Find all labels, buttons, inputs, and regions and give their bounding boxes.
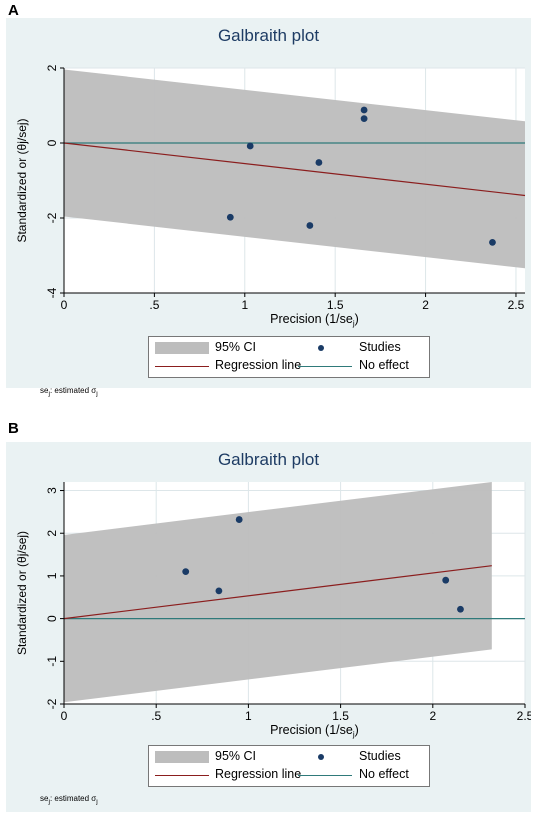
y-tick-label: -1: [45, 656, 59, 667]
y-tick-label: 1: [45, 572, 59, 579]
study-point: [457, 605, 464, 613]
x-tick-label: 0: [61, 709, 68, 723]
x-tick-label: 1.5: [327, 298, 344, 312]
y-tick-label: -2: [45, 212, 59, 223]
legend-a: 95% CI Studies Regression line No effect: [148, 336, 430, 378]
legend-studies-marker: [318, 754, 324, 760]
legend-regression-swatch: [155, 775, 209, 776]
legend-no-effect-label: No effect: [359, 767, 409, 781]
x-tick-label: 2.5: [517, 709, 531, 723]
galbraith-plot-panel-b: Galbraith plot 0 .5 1 1.5 2 2.5 -2 -1 0 1 2 3 Precis…: [6, 442, 531, 812]
legend-ci-swatch: [155, 751, 209, 763]
regression-line: [63, 142, 526, 197]
chart-title-a: Galbraith plot: [217, 26, 320, 45]
legend-studies-label: Studies: [359, 749, 401, 763]
study-point: [442, 576, 450, 584]
legend-ci-label: 95% CI: [215, 749, 256, 763]
y-tick-label: -4: [45, 287, 59, 298]
study-point: [226, 213, 234, 221]
x-axis-label: Precision (1/sej): [270, 312, 359, 328]
chart-title-b: Galbraith plot: [217, 450, 320, 469]
legend-regression-label: Regression line: [215, 358, 302, 372]
legend-regression-label: Regression line: [215, 767, 302, 781]
x-axis-label: Precision (1/sej): [270, 723, 359, 739]
footnote-b: sej: estimated σj: [40, 794, 98, 806]
legend-no-effect-label: No effect: [359, 358, 409, 372]
study-point: [315, 159, 323, 166]
x-tick-label: 2: [429, 709, 436, 723]
regression-line: [63, 565, 492, 620]
legend-ci-label: 95% CI: [215, 340, 256, 354]
plot-area-b: 0 .5 1 1.5 2 2.5 -2 -1 0 1 2 3 Precision (1/sej) Stan…: [15, 482, 531, 739]
study-point: [360, 115, 368, 123]
y-tick-label: 2: [45, 64, 59, 71]
plot-area-a: 0 .5 1 1.5 2 2.5 -4 -2 0 2 Precision (1/sej) Standa…: [15, 64, 526, 328]
study-point: [182, 568, 190, 576]
x-tick-label: 1: [241, 298, 248, 312]
x-tick-label: 2: [422, 298, 429, 312]
galbraith-plot-panel-a: Galbraith plot 0 .5 1 1.5 2 2.5 -4 -2 0 2 Precisio…: [6, 18, 531, 398]
study-point: [360, 106, 368, 114]
footnote-a: sej: estimated σj: [40, 386, 98, 398]
legend-studies-marker: [318, 345, 324, 351]
legend-studies-label: Studies: [359, 340, 401, 354]
study-point: [215, 587, 223, 595]
legend-regression-swatch: [155, 366, 209, 367]
x-tick-label: .5: [151, 709, 161, 723]
panel-label-b: B: [8, 420, 19, 437]
y-tick-label: -2: [45, 698, 59, 709]
y-axis-label: Standardized or (θj/sej): [15, 531, 29, 655]
x-tick-label: 1.5: [332, 709, 349, 723]
x-tick-label: .5: [149, 298, 159, 312]
y-tick-label: 0: [45, 139, 59, 146]
y-tick-label: 3: [45, 487, 59, 494]
legend-b: 95% CI Studies Regression line No effect: [148, 745, 430, 787]
study-point: [246, 142, 254, 150]
x-tick-label: 0: [61, 298, 68, 312]
study-point: [489, 238, 496, 246]
panel-label-a: A: [8, 2, 19, 19]
study-point: [235, 516, 243, 523]
x-tick-label: 2.5: [508, 298, 525, 312]
legend-no-effect-swatch: [298, 366, 352, 367]
legend-ci-swatch: [155, 342, 209, 354]
x-tick-label: 1: [245, 709, 252, 723]
y-tick-label: 0: [45, 615, 59, 622]
y-axis-label: Standardized or (θj/sej): [15, 118, 29, 242]
study-point: [306, 222, 314, 229]
y-tick-label: 2: [45, 530, 59, 537]
legend-no-effect-swatch: [298, 775, 352, 776]
